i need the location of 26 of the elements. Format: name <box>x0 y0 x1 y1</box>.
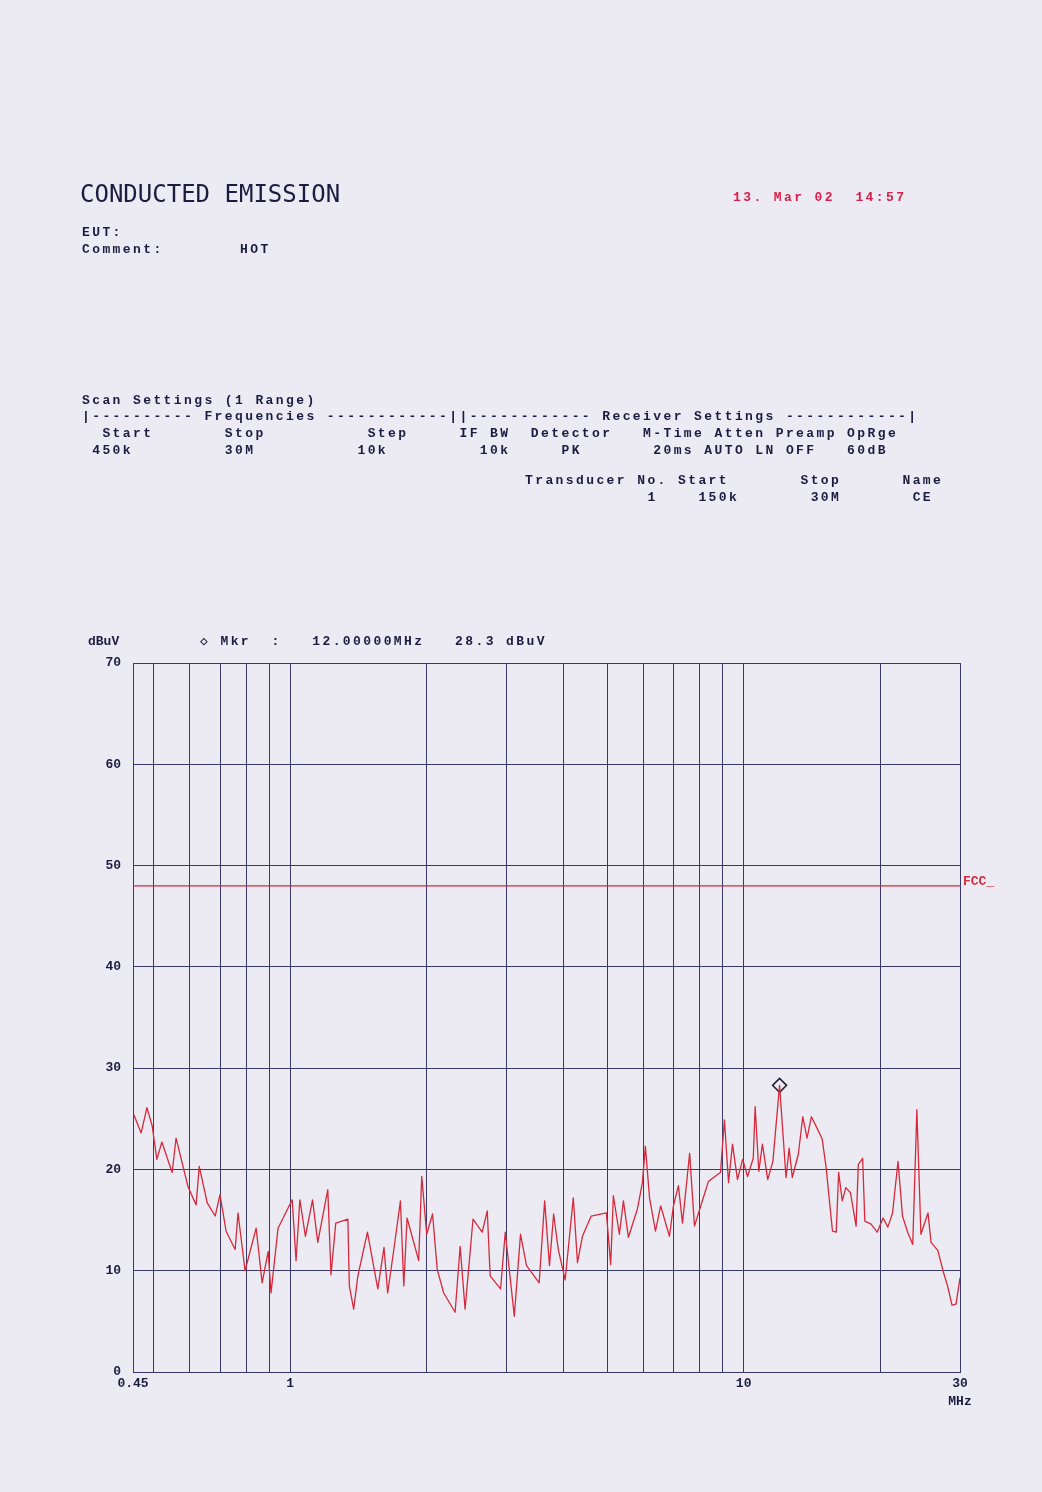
text: Start Stop Step IF BW Detector M-Time Atten Preamp OpRge <box>101 426 899 442</box>
text: Comment: <box>82 242 164 258</box>
x-tick-label: 10 <box>735 1376 752 1392</box>
text: 1 150k 30M CE <box>646 490 934 506</box>
text: |---------- Frequencies ------------||------------ Receiver Settings ------------| <box>82 409 919 425</box>
y-tick-label: 10 <box>105 1263 122 1278</box>
text: ◇ Mkr : 12.00000MHz 28.3 dBuV <box>200 634 547 650</box>
chart-title: CONDUCTED EMISSION <box>80 180 341 208</box>
x-tick-label: 30 <box>952 1376 968 1392</box>
x-axis-title: MHz <box>948 1394 972 1410</box>
y-tick-label: 30 <box>105 1060 122 1076</box>
ref-line-label: FCC_ <box>963 874 995 890</box>
x-tick-label: 1 <box>286 1376 295 1392</box>
y-tick-label: 40 <box>105 959 122 975</box>
text: 13. Mar 02 14:57 <box>733 190 907 206</box>
y-axis-title: dBuV <box>88 634 120 650</box>
text: Scan Settings (1 Range) <box>82 393 317 409</box>
text: 450k 30M 10k 10k PK 20ms AUTO LN OFF 60dB <box>91 443 888 459</box>
x-tick-label: 0.45 <box>117 1376 149 1392</box>
y-tick-label: 60 <box>105 756 122 772</box>
text: EUT: <box>82 225 123 241</box>
y-tick-label: 20 <box>105 1161 122 1177</box>
y-tick-label: 70 <box>105 655 122 671</box>
text: HOT <box>240 242 271 258</box>
y-tick-label: 50 <box>105 857 122 873</box>
text: Transducer No. Start Stop Name <box>525 473 944 489</box>
